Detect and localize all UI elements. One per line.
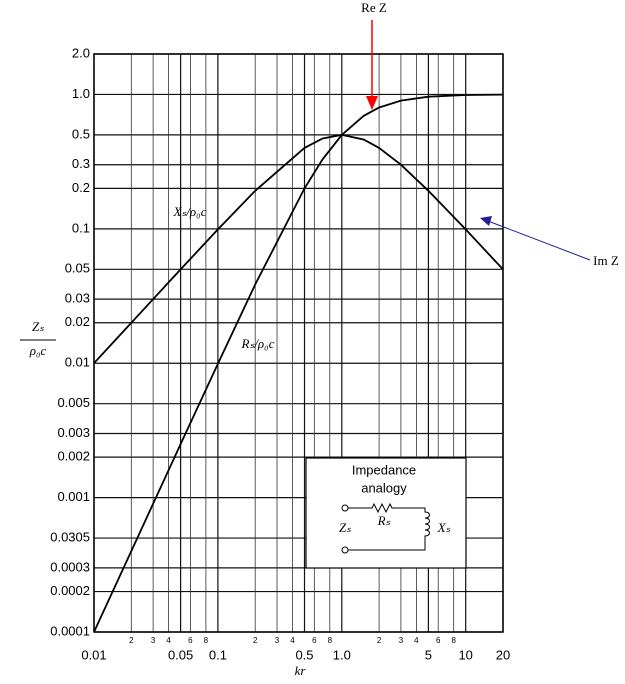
terminal (341, 504, 349, 512)
x-axis-label: kr (295, 663, 307, 678)
x-tick-label: 0.05 (168, 647, 193, 662)
x-minor-tick-label: 2 (253, 636, 258, 645)
inset-x: Xₛ (437, 520, 451, 535)
x-minor-tick-label: 4 (290, 636, 295, 645)
y-tick-label: 0.02 (65, 314, 90, 329)
x-tick-label: 1.0 (333, 647, 351, 662)
series-label: Rₛ/ρ₀c (241, 336, 275, 351)
x-minor-tick-label: 6 (312, 636, 317, 645)
x-minor-tick-label: 3 (275, 636, 280, 645)
y-tick-label: 0.1 (72, 220, 90, 235)
inset-title: analogy (361, 480, 407, 495)
x-minor-tick-label: 8 (328, 636, 333, 645)
terminal (341, 546, 349, 554)
x-tick-label: 0.1 (209, 647, 227, 662)
y-tick-label: 0.01 (65, 355, 90, 370)
plot-frame (93, 53, 504, 633)
y-tick-label: 0.2 (72, 180, 90, 195)
x-minor-tick-label: 4 (414, 636, 419, 645)
series-label: Xₛ/ρ₀c (173, 204, 207, 219)
x-minor-tick-label: 8 (451, 636, 456, 645)
annotation: Im Z (593, 253, 619, 268)
series-line (93, 93, 504, 633)
y-tick-label: 0.002 (57, 449, 90, 464)
y-tick-label: 0.001 (57, 489, 90, 504)
annotation-arrow (487, 220, 591, 261)
y-tick-label: 0.0001 (50, 623, 90, 638)
annotation-arrowhead (366, 96, 378, 110)
x-tick-label: 0.5 (295, 647, 313, 662)
inset: Impedance analogy Zₛ Rₛ Xₛ (305, 457, 467, 569)
y-tick-label: 0.0002 (50, 583, 90, 598)
x-minor-tick-label: 6 (436, 636, 441, 645)
y-tick-label: 0.03 (65, 291, 90, 306)
x-tick-label: 0.01 (81, 647, 106, 662)
x-minor-tick-label: 2 (129, 636, 134, 645)
annotation-arrowhead (480, 216, 492, 226)
inset-title: Impedance (352, 462, 416, 477)
x-minor-tick-label: 2 (377, 636, 382, 645)
y-tick-label: 0.005 (57, 395, 90, 410)
y-tick-label: 0.0305 (50, 530, 90, 545)
annotation: Re Z (361, 0, 387, 15)
y-tick-label: 2.0 (72, 45, 90, 60)
inset-z: Zₛ (339, 520, 351, 535)
series-line (93, 133, 504, 364)
x-tick-label: 5 (425, 647, 432, 662)
x-minor-tick-label: 4 (166, 636, 171, 645)
x-minor-tick-label: 6 (188, 636, 193, 645)
inset-r: Rₛ (377, 513, 391, 528)
y-axis-label-denominator: ρ₀c (29, 343, 47, 358)
y-tick-label: 0.05 (65, 261, 90, 276)
y-tick-label: 0.5 (72, 126, 90, 141)
y-tick-label: 0.0003 (50, 559, 90, 574)
x-tick-label: 10 (458, 647, 472, 662)
y-tick-label: 0.3 (72, 156, 90, 171)
y-axis-label-numerator: Zₛ (32, 319, 44, 334)
x-minor-tick-label: 3 (151, 636, 156, 645)
x-minor-tick-label: 3 (399, 636, 404, 645)
y-tick-label: 1.0 (72, 86, 90, 101)
x-tick-label: 20 (496, 647, 510, 662)
x-minor-tick-label: 8 (204, 636, 209, 645)
y-tick-label: 0.003 (57, 425, 90, 440)
circuit-wire (348, 502, 430, 551)
